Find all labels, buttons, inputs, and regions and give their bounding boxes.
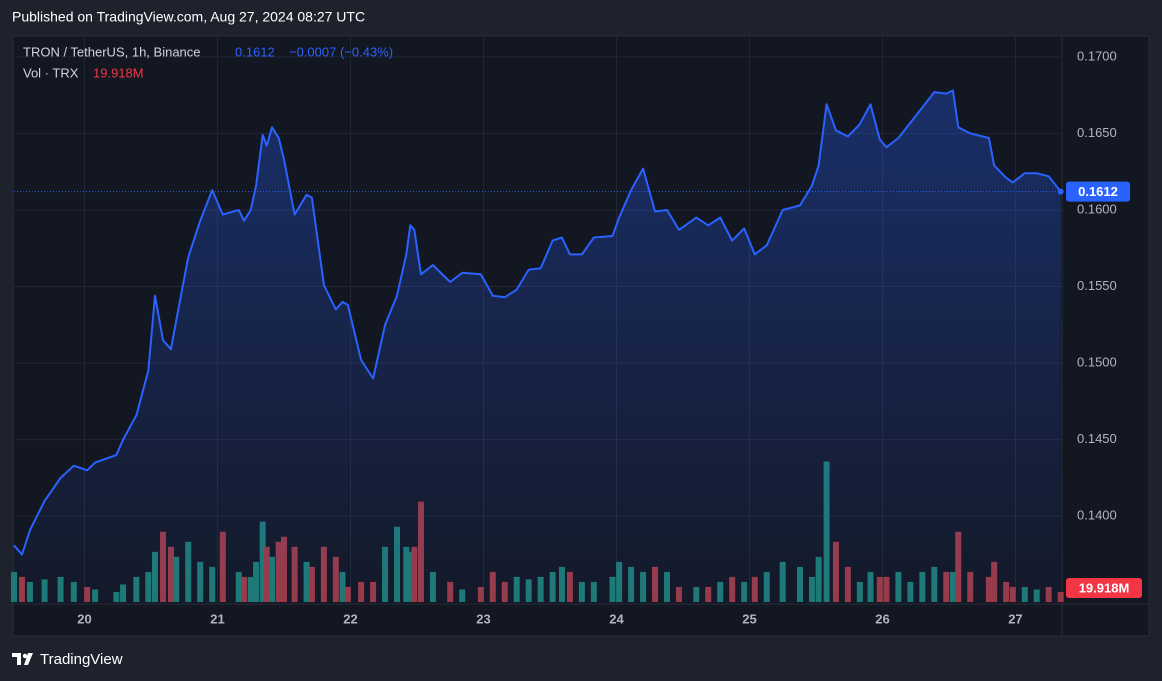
x-tick-label: 25 bbox=[742, 611, 756, 626]
x-tick-label: 20 bbox=[77, 611, 91, 626]
plot bbox=[13, 89, 1064, 602]
symbol: TRON / TetherUS, 1h, Binance bbox=[23, 44, 201, 59]
volume-badge-label: 19.918M bbox=[1079, 580, 1130, 595]
last-price-label: 0.1612 bbox=[1078, 184, 1118, 199]
price-line bbox=[13, 89, 1062, 556]
volume-badge bbox=[1066, 578, 1142, 598]
x-tick-label: 23 bbox=[476, 611, 490, 626]
y-tick-label: 0.1400 bbox=[1077, 508, 1117, 523]
y-tick-label: 0.1550 bbox=[1077, 278, 1117, 293]
brand: TradingView bbox=[40, 651, 123, 668]
y-tick-label: 0.1500 bbox=[1077, 355, 1117, 370]
x-tick-label: 22 bbox=[343, 611, 357, 626]
y-tick-label: 0.1700 bbox=[1077, 48, 1117, 63]
published-note: Published on TradingView.com, Aug 27, 20… bbox=[12, 9, 365, 25]
y-tick-label: 0.1600 bbox=[1077, 201, 1117, 216]
x-tick-label: 24 bbox=[609, 611, 624, 626]
volume-value: 19.918M bbox=[93, 65, 144, 80]
volume-legend: Vol · TRX bbox=[23, 65, 79, 80]
last-price-badge bbox=[1066, 181, 1130, 202]
last-price-dot bbox=[1057, 188, 1064, 195]
legend-price: 0.1612 bbox=[235, 44, 275, 59]
y-tick-label: 0.1450 bbox=[1077, 431, 1117, 446]
y-tick-label: 0.1650 bbox=[1077, 125, 1117, 140]
legend-change: −0.0007 (−0.43%) bbox=[289, 44, 393, 59]
x-tick-label: 26 bbox=[875, 611, 889, 626]
price-area bbox=[14, 90, 1061, 602]
x-tick-label: 21 bbox=[210, 611, 224, 626]
brand-logo bbox=[12, 653, 33, 665]
x-tick-label: 27 bbox=[1008, 611, 1022, 626]
